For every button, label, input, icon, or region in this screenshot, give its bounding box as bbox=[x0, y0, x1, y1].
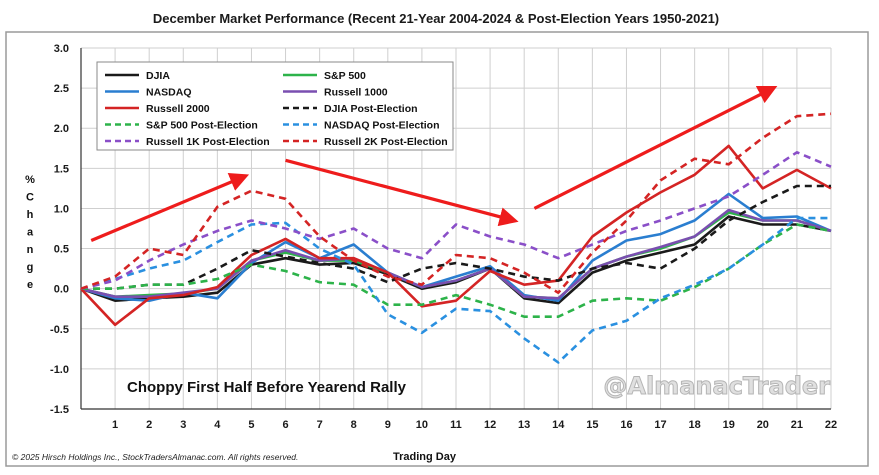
x-tick-label: 13 bbox=[518, 419, 530, 431]
legend-label-russell-2k-post-election: Russell 2K Post-Election bbox=[324, 136, 448, 148]
x-tick-label: 6 bbox=[282, 419, 288, 431]
legend-label-nasdaq: NASDAQ bbox=[146, 87, 192, 99]
y-tick-label: -1.0 bbox=[50, 364, 69, 376]
annotation-text: Choppy First Half Before Yearend Rally bbox=[127, 379, 407, 396]
y-tick-labels: 3.0 2.5 2.0 1.5 1.0 0.5 0.0 -0.5 -1.0 -1.5 bbox=[50, 43, 69, 416]
legend-label-nasdaq-post-election: NASDAQ Post-Election bbox=[324, 120, 440, 132]
x-tick-label: 1 bbox=[112, 419, 118, 431]
y-axis-label-char: % bbox=[25, 174, 35, 186]
y-tick-label: 2.5 bbox=[54, 83, 69, 95]
y-axis-label-char: g bbox=[27, 262, 34, 274]
series-line-russell-2k-post-election bbox=[80, 112, 832, 295]
x-tick-label: 21 bbox=[791, 419, 803, 431]
x-axis-label: Trading Day bbox=[393, 451, 457, 463]
x-tick-label: 19 bbox=[723, 419, 735, 431]
legend-label-djia-post-election: DJIA Post-Election bbox=[324, 103, 418, 115]
x-tick-label: 9 bbox=[385, 419, 391, 431]
series-line-russell-1k-post-election bbox=[80, 151, 832, 290]
axes bbox=[80, 48, 831, 410]
series-line-sandp-500-post-election bbox=[81, 223, 832, 319]
y-tick-label: 0.5 bbox=[54, 244, 69, 256]
chart-border bbox=[5, 31, 869, 467]
trend-arrow bbox=[90, 173, 250, 243]
series-line-nasdaq-post-election bbox=[80, 216, 831, 364]
legend-label-russell-1k-post-election: Russell 1K Post-Election bbox=[146, 136, 270, 148]
trend-arrow bbox=[533, 85, 778, 210]
series-line-nasdaq bbox=[80, 192, 832, 303]
legend-label-sandp-500-post-election: S&P 500 Post-Election bbox=[146, 120, 258, 132]
y-tick-label: 1.0 bbox=[54, 203, 69, 215]
x-tick-label: 17 bbox=[654, 419, 666, 431]
y-axis-label-char: n bbox=[27, 244, 34, 256]
legend: DJIA S&P 500 NASDAQ Russell 1000 Russell 200… bbox=[96, 61, 454, 151]
x-tick-label: 22 bbox=[825, 419, 837, 431]
watermark: @AlmanacTrader bbox=[603, 372, 830, 400]
y-tick-label: -1.5 bbox=[50, 404, 69, 416]
y-axis-label-char: e bbox=[27, 279, 33, 291]
x-tick-label: 16 bbox=[620, 419, 632, 431]
x-tick-label: 20 bbox=[757, 419, 769, 431]
x-tick-label: 12 bbox=[484, 419, 496, 431]
copyright-footer: © 2025 Hirsch Holdings Inc., StockTrader… bbox=[12, 452, 298, 462]
y-axis-label-char: h bbox=[27, 209, 34, 221]
legend-label-djia: DJIA bbox=[146, 70, 170, 82]
legend-label-russell-2000: Russell 2000 bbox=[146, 103, 210, 115]
trend-arrows bbox=[90, 85, 778, 243]
series-line-djia bbox=[80, 215, 832, 305]
trend-arrow bbox=[285, 158, 519, 227]
y-axis-label-char: a bbox=[27, 227, 34, 239]
x-tick-label: 14 bbox=[552, 419, 565, 431]
series-lines bbox=[80, 112, 832, 364]
y-tick-label: 3.0 bbox=[54, 43, 69, 55]
legend-label-russell-1000: Russell 1000 bbox=[324, 87, 388, 99]
series-line-russell-2000 bbox=[80, 144, 832, 327]
x-tick-label: 2 bbox=[146, 419, 152, 431]
x-tick-label: 7 bbox=[317, 419, 323, 431]
x-tick-labels: 1 2 3 4 5 6 7 8 9 10 11 12 13 14 15 16 17 18 19 20 21 22 bbox=[112, 419, 837, 431]
series-line-djia-post-election bbox=[81, 184, 831, 291]
chart-title: December Market Performance (Recent 21-Y… bbox=[153, 11, 719, 26]
y-axis-label-char: C bbox=[26, 192, 34, 204]
x-tick-label: 10 bbox=[416, 419, 428, 431]
x-tick-label: 8 bbox=[351, 419, 357, 431]
x-tick-label: 11 bbox=[450, 419, 462, 431]
x-tick-label: 15 bbox=[586, 419, 598, 431]
x-tick-label: 4 bbox=[214, 419, 221, 431]
y-tick-label: 1.5 bbox=[54, 163, 69, 175]
x-tick-label: 3 bbox=[180, 419, 186, 431]
y-tick-label: 2.0 bbox=[54, 123, 69, 135]
legend-label-sandp-500: S&P 500 bbox=[324, 70, 366, 82]
y-tick-label: 0.0 bbox=[54, 284, 69, 296]
x-tick-label: 18 bbox=[689, 419, 701, 431]
y-tick-label: -0.5 bbox=[50, 324, 69, 336]
x-tick-label: 5 bbox=[248, 419, 254, 431]
legend-box bbox=[96, 61, 454, 151]
